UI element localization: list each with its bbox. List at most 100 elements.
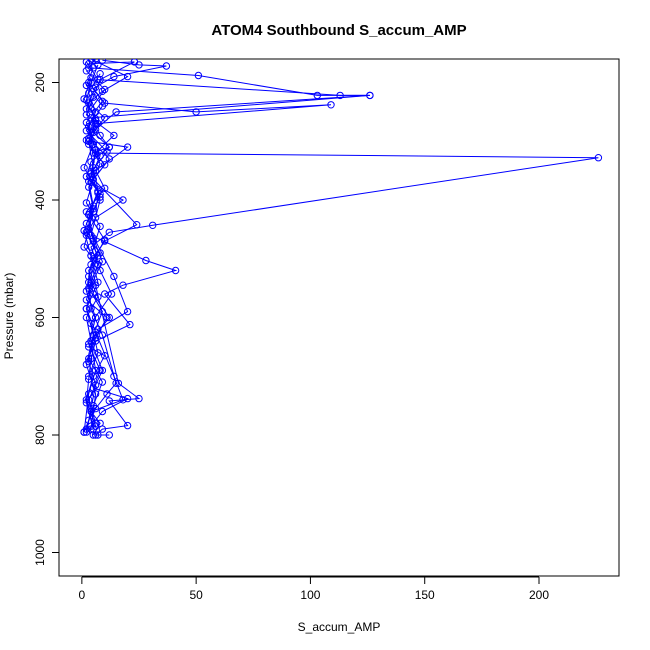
data-point [149, 221, 157, 230]
data-point [96, 222, 104, 231]
data-point [91, 313, 100, 322]
data-point [105, 313, 114, 322]
data-point [91, 213, 100, 222]
data-point [98, 87, 107, 96]
x-tick-label: 0 [79, 588, 86, 602]
data-point [82, 105, 91, 113]
data-point [89, 431, 98, 439]
data-point [96, 419, 104, 427]
x-tick-label: 50 [189, 588, 203, 602]
data-point [94, 278, 102, 286]
data-point [82, 228, 91, 237]
data-point [85, 357, 93, 366]
data-point [98, 258, 107, 266]
data-point [87, 252, 95, 260]
data-point [101, 236, 109, 244]
data-point [119, 281, 127, 289]
data-point [123, 143, 132, 151]
data-point [192, 108, 200, 116]
data-point [119, 196, 127, 204]
y-axis: 200 400 600 800 1000 [33, 72, 60, 566]
data-point [327, 101, 335, 109]
data-point [98, 97, 107, 106]
x-tick-label: 150 [415, 588, 435, 602]
data-point [101, 114, 109, 122]
data-point [105, 397, 114, 405]
series-line [83, 82, 129, 427]
data-point [103, 148, 111, 156]
data-point [110, 72, 118, 81]
data-point [82, 118, 91, 127]
data-point [103, 390, 111, 398]
data-point [313, 91, 321, 100]
data-point [110, 131, 118, 140]
series-group [80, 83, 104, 436]
data-point [89, 331, 98, 339]
data-point [91, 404, 100, 413]
data-point [80, 428, 88, 436]
data-point [112, 379, 120, 387]
data-point [114, 379, 123, 387]
data-point [91, 115, 100, 123]
data-point [82, 67, 91, 75]
data-point [80, 226, 88, 235]
data-point [82, 219, 91, 228]
x-axis-label: S_accum_AMP [298, 620, 381, 634]
series-line [83, 87, 101, 433]
y-tick-label: 600 [33, 307, 47, 327]
series-line [85, 64, 178, 430]
data-point [133, 221, 141, 229]
data-point [80, 164, 88, 172]
plot-area-frame [58, 58, 620, 577]
x-axis: 0 50 100 150 200 [79, 576, 549, 602]
data-point [123, 307, 132, 316]
data-point [110, 372, 118, 380]
data-point [366, 91, 374, 100]
y-tick-label: 200 [33, 72, 47, 92]
data-point [85, 177, 93, 185]
data-point [98, 407, 107, 416]
data-point [105, 155, 114, 163]
data-point [89, 202, 98, 210]
data-point [96, 131, 104, 140]
series-line [85, 67, 129, 427]
data-point [85, 60, 93, 68]
data-point [94, 119, 102, 128]
data-point [82, 396, 91, 404]
data-point [135, 394, 143, 403]
series-line [85, 59, 599, 430]
data-point [101, 290, 109, 298]
data-point [98, 331, 107, 339]
data-point [96, 70, 104, 78]
data-point [94, 431, 102, 439]
series-line [85, 59, 332, 377]
data-point [80, 95, 88, 103]
data-point [142, 256, 150, 265]
data-point [162, 62, 171, 70]
data-point [105, 228, 114, 237]
series-group [80, 78, 132, 430]
series-layer [80, 59, 603, 439]
data-point [98, 378, 107, 386]
data-point [130, 59, 139, 66]
data-point [82, 287, 91, 295]
data-point [91, 108, 100, 116]
data-point [96, 152, 104, 160]
data-point [85, 78, 93, 87]
data-point [87, 260, 95, 269]
data-point [94, 349, 102, 357]
data-point [87, 404, 95, 413]
y-axis-label: Pressure (mbar) [2, 273, 16, 360]
data-point [105, 431, 114, 439]
data-point [87, 59, 95, 63]
data-point [94, 187, 102, 195]
data-point [594, 154, 603, 162]
data-point [89, 64, 98, 72]
series-line [85, 61, 370, 424]
data-point [112, 108, 120, 116]
data-point [87, 128, 95, 137]
y-tick-label: 400 [33, 190, 47, 210]
data-point [82, 127, 91, 135]
